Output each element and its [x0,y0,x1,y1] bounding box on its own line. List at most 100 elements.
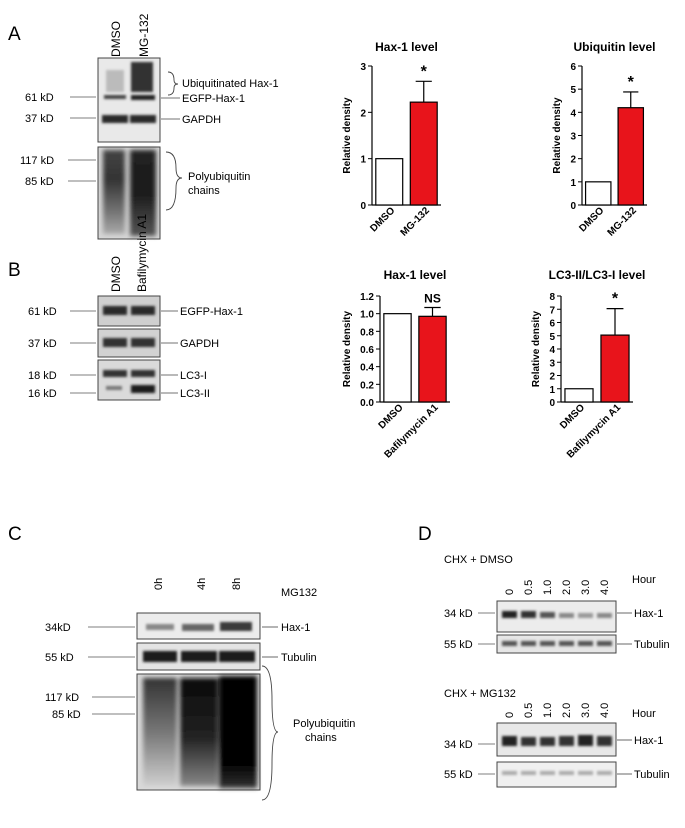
marker-c-117: 117 kD [45,692,79,704]
y-axis-label: Relative density [342,97,353,174]
panel-c: C 0h 4h 8h MG132 34kD 55 kD 117 kD 85 kD [8,524,355,801]
blot-b-bands [103,306,155,393]
label-chains-a: chains [188,185,220,197]
condition-chx-mg132: CHX + MG132 [444,688,516,700]
marker-a-37: 37 kD [25,113,54,125]
y-tick-label: 7 [549,305,555,316]
y-tick-label: 0.4 [360,363,374,374]
y-axis-label: Relative density [342,310,353,387]
marker-d-55-top: 55 kD [444,639,473,651]
category-label: DMSO [377,402,406,431]
marker-d-34-top: 34 kD [444,608,473,620]
marker-c-34: 34kD [45,622,71,634]
y-tick-label: 0.2 [360,380,374,391]
lane-label-hour: 1.0 [542,580,554,595]
marker-c-85: 85 kD [52,709,81,721]
y-tick-label: 2 [549,372,555,383]
lane-labels-d-top: 0 0.5 1.0 2.0 3.0 4.0 [504,580,611,595]
bracket-polyubiquitin-a [165,151,183,211]
bar-1 [409,101,438,206]
bar-1 [600,334,630,403]
lane-label-hour: 2.0 [561,580,573,595]
chart-title: Ubiquitin level [573,40,655,54]
y-tick-label: 0 [360,201,366,212]
bar-0 [564,388,594,403]
y-tick-label: 0 [549,398,555,409]
y-tick-label: 0.6 [360,345,374,356]
panel-b: B DMSO Bafilymycin A1 61 kD 37 kD 18 kD … [8,214,243,401]
label-tubulin-c: Tubulin [281,652,317,664]
hour-label-bottom: Hour [632,708,656,720]
y-tick-label: 0 [570,201,576,212]
marker-a-61: 61 kD [25,92,54,104]
condition-chx-dmso: CHX + DMSO [444,554,513,566]
label-gapdh-b: GAPDH [180,338,219,350]
marker-b-16: 16 kD [28,388,57,400]
label-hax1-d-bottom: Hax-1 [634,735,663,747]
category-label: DMSO [577,205,606,234]
lane-label-hour: 4.0 [599,703,611,718]
chart-title: LC3-II/LC3-I level [549,268,646,282]
treatment-mg132: MG132 [281,587,317,599]
blot-a-bottom-smear [103,150,156,236]
significance-label: * [421,63,428,80]
label-chains-c: chains [305,732,337,744]
bar-chart-3: Hax-1 level 0.0 0.2 0.4 0.6 0.8 1.0 1.2 Relative… [342,268,450,461]
lane-label-8h: 8h [231,578,243,590]
label-hax1-d-top: Hax-1 [634,608,663,620]
bracket-ubiquitinated [167,71,179,96]
blot-b-lc3 [97,359,161,401]
y-tick-label: 4 [570,108,576,119]
lane-label-hour: 0 [504,712,516,718]
y-tick-label: 4 [549,345,555,356]
label-lc3-ii: LC3-II [180,388,210,400]
significance-label: * [628,74,635,91]
panel-letter-a: A [8,24,21,45]
bar-charts: Hax-1 level 0 1 2 3 Relative density DMSO * MG-1… [342,40,656,461]
blot-d-dmso-tubulin [496,634,617,654]
label-hax1-c: Hax-1 [281,622,310,634]
chart-title: Hax-1 level [375,40,438,54]
panel-letter-c: C [8,524,22,545]
lane-label-hour: 0.5 [523,703,535,718]
y-tick-label: 2 [570,155,576,166]
y-tick-label: 6 [549,319,555,330]
y-tick-label: 3 [360,62,366,73]
blot-d-mg132-bands [502,735,612,775]
blot-c-bands [143,622,255,662]
y-tick-label: 3 [570,132,576,143]
y-tick-label: 5 [549,332,555,343]
label-polyubiquitin-c: Polyubiquitin [293,718,355,730]
bar-0 [383,313,412,403]
y-tick-label: 1 [360,155,366,166]
significance-label: NS [424,291,441,305]
label-polyubiquitin-a: Polyubiquitin [188,171,250,183]
bar-0 [584,181,612,206]
lane-label-4h: 4h [196,578,208,590]
label-tubulin-d-top: Tubulin [634,639,670,651]
y-tick-label: 6 [570,62,576,73]
lane-label-hour: 1.0 [542,703,554,718]
marker-d-55-bottom: 55 kD [444,769,473,781]
marker-b-37: 37 kD [28,338,57,350]
y-tick-label: 3 [549,358,555,369]
y-tick-label: 5 [570,85,576,96]
marker-a-85: 85 kD [25,176,54,188]
panel-d: D CHX + DMSO 0 0.5 1.0 2.0 3.0 4.0 Hour 34 kD… [418,524,670,788]
y-axis-label: Relative density [552,97,563,174]
category-label: DMSO [558,402,587,431]
marker-d-34-bottom: 34 kD [444,739,473,751]
chart-title: Hax-1 level [384,268,447,282]
label-egfp-hax1-a: EGFP-Hax-1 [182,93,245,105]
bracket-polyubiquitin-c [261,665,279,801]
label-lc3-i: LC3-I [180,370,207,382]
marker-c-55: 55 kD [45,652,74,664]
y-tick-label: 0.8 [360,327,374,338]
label-egfp-hax1-b: EGFP-Hax-1 [180,306,243,318]
y-tick-label: 1 [570,178,576,189]
panel-a: A DMSO MG-132 61 kD 37 kD 117 kD 85 kD U… [8,13,279,240]
label-tubulin-d-bottom: Tubulin [634,769,670,781]
y-tick-label: 1 [549,385,555,396]
label-gapdh-a: GAPDH [182,114,221,126]
